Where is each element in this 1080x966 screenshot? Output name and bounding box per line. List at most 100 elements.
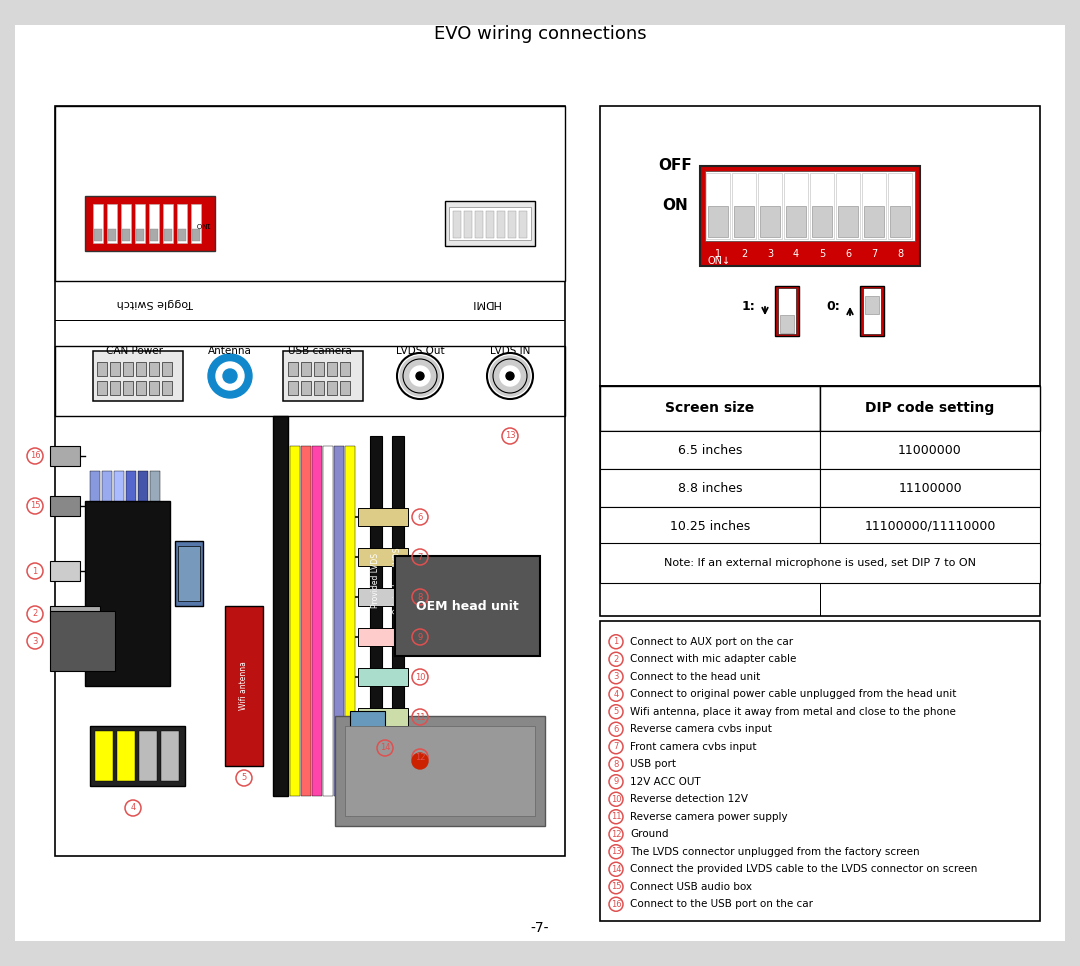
Text: LVDS IN: LVDS IN [490,346,530,356]
Bar [449,207,531,240]
Text: 8: 8 [613,759,619,769]
Text: USB camera: USB camera [288,346,352,356]
Bar [149,362,159,376]
Bar [864,206,885,237]
Bar [90,726,185,786]
Bar [55,106,565,281]
Bar [149,381,159,395]
Bar [600,386,820,431]
Text: Reverse camera cvbs input: Reverse camera cvbs input [630,724,772,734]
Text: 4: 4 [793,249,799,259]
Bar [291,446,300,796]
Text: 11000000: 11000000 [899,443,962,457]
Bar [486,211,494,238]
Bar [357,668,408,686]
Bar [107,204,117,243]
Bar [497,211,505,238]
Bar [273,416,288,796]
Text: 11100000/11110000: 11100000/11110000 [864,520,996,532]
Circle shape [507,372,514,380]
Bar [150,229,158,241]
Text: CAN Power: CAN Power [107,346,163,356]
Text: 7: 7 [613,742,619,752]
Bar [177,204,187,243]
Bar [314,381,324,395]
Text: 5: 5 [241,774,246,782]
Text: The LVDS connector unplugged from the factory screen: The LVDS connector unplugged from the fa… [630,847,920,857]
Bar [288,362,298,376]
Bar [778,288,796,334]
Bar [392,436,404,726]
Bar [357,628,408,646]
Text: 12: 12 [415,753,426,761]
Bar [50,561,80,581]
Bar [150,471,160,501]
Bar [862,173,886,239]
Bar [865,296,879,314]
Text: Screen size: Screen size [665,401,755,415]
Text: OFF: OFF [658,158,692,174]
Bar [121,204,131,243]
Text: Connect to AUX port on the car: Connect to AUX port on the car [630,637,793,647]
Circle shape [416,372,424,380]
Text: 1: 1 [715,249,721,259]
Bar [508,211,516,238]
Bar [327,362,337,376]
Text: Reverse camera power supply: Reverse camera power supply [630,811,787,822]
Text: 8: 8 [417,592,422,602]
Bar [136,229,144,241]
Bar [706,173,730,239]
Bar [786,206,806,237]
Text: 2: 2 [32,610,38,618]
Bar [55,320,565,321]
Bar [395,556,540,656]
Bar [312,446,322,796]
Bar [102,471,112,501]
Text: Wifi antenna: Wifi antenna [240,662,248,710]
Bar [334,446,345,796]
Text: 15: 15 [30,501,40,510]
Text: USB port: USB port [630,759,676,769]
Circle shape [208,354,252,398]
Text: Connect to the head unit: Connect to the head unit [630,671,760,682]
Bar [705,171,915,241]
Bar [758,173,782,239]
Bar [55,106,565,856]
Text: EVO wiring connections: EVO wiring connections [434,25,646,43]
Bar [370,436,382,726]
Text: 9: 9 [417,633,422,641]
Bar [114,471,124,501]
Text: Connect with mic adapter cable: Connect with mic adapter cable [630,654,796,665]
Text: Connect to the USB port on the car: Connect to the USB port on the car [630,899,813,909]
Text: 3: 3 [32,637,38,645]
Text: Ground: Ground [630,829,669,839]
Text: Connect USB audio box: Connect USB audio box [630,882,752,892]
Bar [323,446,333,796]
Text: Front camera cvbs input: Front camera cvbs input [630,742,756,752]
Text: 6.5 inches: 6.5 inches [678,443,742,457]
Text: 2: 2 [613,655,619,664]
Bar [780,315,794,333]
Bar [108,229,116,241]
Text: 8.8 inches: 8.8 inches [678,481,742,495]
Bar [301,381,311,395]
Bar [464,211,472,238]
Bar [301,446,311,796]
Bar [126,471,136,501]
Circle shape [222,369,237,383]
Circle shape [500,366,519,386]
Bar [301,362,311,376]
Bar [225,606,264,766]
Bar [192,229,200,241]
Text: ON: ON [662,198,688,213]
Bar [863,288,881,334]
Text: Connect to original power cable unplugged from the head unit: Connect to original power cable unplugge… [630,690,957,699]
Bar [178,229,186,241]
Text: 15: 15 [611,882,621,892]
Bar [50,496,80,516]
Bar [600,469,820,507]
Bar [860,286,885,336]
Bar [97,362,107,376]
Bar [340,362,350,376]
Bar [335,716,545,826]
